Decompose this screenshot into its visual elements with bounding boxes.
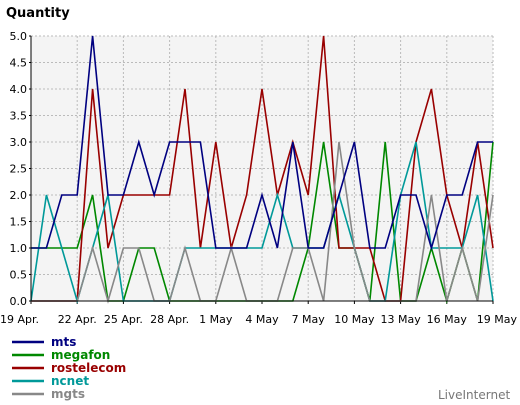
legend-label-megafon: megafon <box>51 348 110 362</box>
x-tick-label: 19 May <box>477 313 518 326</box>
y-tick-label: 0.0 <box>10 295 28 308</box>
y-axis-title: Quantity <box>6 6 70 21</box>
y-tick-label: 3.5 <box>10 110 28 123</box>
y-tick-label: 4.5 <box>10 57 28 70</box>
x-tick-label: 19 Apr. <box>0 313 39 326</box>
y-tick-label: 5.0 <box>10 30 28 43</box>
x-tick-label: 25 Apr. <box>104 313 143 326</box>
y-tick-label: 3.0 <box>10 136 28 149</box>
legend-label-ncnet: ncnet <box>51 374 89 388</box>
y-tick-label: 4.0 <box>10 83 28 96</box>
x-tick-label: 16 May <box>427 313 468 326</box>
y-tick-label: 2.5 <box>10 163 28 176</box>
series-line-mts <box>31 35 493 251</box>
x-tick-label: 4 May <box>245 313 279 326</box>
credit-label: LiveInternet <box>438 388 510 402</box>
x-tick-label: 13 May <box>380 313 421 326</box>
x-tick-label: 1 May <box>199 313 233 326</box>
x-tick-label: 28 Apr. <box>150 313 189 326</box>
legend-label-mts: mts <box>51 335 76 349</box>
y-tick-label: 0.5 <box>10 269 28 282</box>
legend-label-rostelecom: rostelecom <box>51 361 126 375</box>
x-tick-label: 22 Apr. <box>58 313 97 326</box>
x-tick-label: 7 May <box>292 313 326 326</box>
y-tick-label: 1.5 <box>10 216 28 229</box>
legend-label-mgts: mgts <box>51 387 85 401</box>
x-tick-label: 10 May <box>334 313 375 326</box>
y-tick-label: 2.0 <box>10 189 28 202</box>
y-tick-label: 1.0 <box>10 242 28 255</box>
